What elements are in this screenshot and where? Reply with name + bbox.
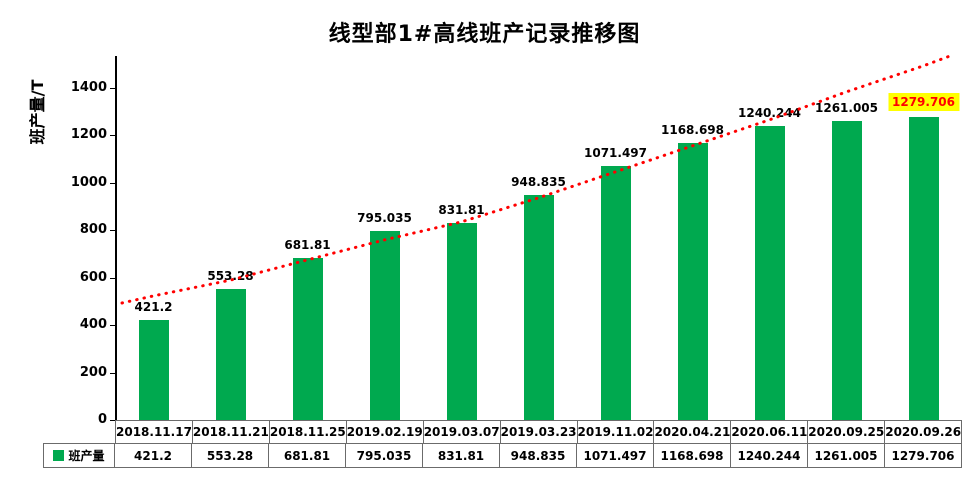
value-cell: 1261.005 <box>807 443 885 468</box>
category-cell: 2018.11.21 <box>191 420 270 444</box>
category-cell: 2019.03.23 <box>499 420 578 444</box>
bar-value-label: 1279.706 <box>887 92 960 111</box>
bar-value-label: 1071.497 <box>583 145 648 160</box>
bar-value-label: 1240.244 <box>737 105 802 120</box>
bar-value-label: 681.81 <box>284 238 331 253</box>
value-cell: 1071.497 <box>576 443 654 468</box>
y-tick-label: 600 <box>79 269 107 285</box>
category-cell: 2020.04.21 <box>653 420 732 444</box>
y-tick-label: 1400 <box>70 80 107 95</box>
y-tick-label: 200 <box>79 364 107 380</box>
bar-value-label: 1261.005 <box>814 100 879 115</box>
data-table-row: 班产量 421.2 553.28 681.81 795.035 831.81 948.835… <box>43 443 962 468</box>
bar <box>831 120 862 420</box>
value-cell: 948.835 <box>499 443 577 468</box>
category-cell: 2020.09.26 <box>884 420 963 444</box>
value-cell: 795.035 <box>345 443 423 468</box>
bar-value-label: 421.2 <box>134 300 173 315</box>
y-tick-label: 400 <box>79 317 107 333</box>
y-axis-line <box>115 56 117 420</box>
bar <box>677 142 708 420</box>
category-cell: 2020.09.25 <box>807 420 886 444</box>
bar <box>908 116 939 420</box>
category-axis-table-row: 2018.11.17 2018.11.21 2018.11.25 2019.02.19… <box>115 420 963 444</box>
y-tick-mark <box>110 135 115 137</box>
bar <box>523 194 554 420</box>
category-cell: 2019.03.07 <box>422 420 501 444</box>
legend-label: 班产量 <box>68 449 105 463</box>
value-cell: 1240.244 <box>730 443 808 468</box>
y-tick-label: 800 <box>79 222 107 238</box>
category-cell: 2018.11.17 <box>115 420 193 444</box>
bar-value-label: 1168.698 <box>660 122 725 137</box>
y-tick-label: 1200 <box>70 127 107 143</box>
bar <box>215 288 246 420</box>
value-cell: 831.81 <box>422 443 500 468</box>
y-tick-mark <box>110 372 115 374</box>
value-cell: 421.2 <box>114 443 192 468</box>
legend-swatch-icon <box>53 450 65 461</box>
bar <box>600 165 631 420</box>
bar <box>446 222 477 420</box>
value-cell: 1168.698 <box>653 443 731 468</box>
y-tick-label: 1000 <box>70 174 107 190</box>
y-tick-mark <box>110 325 115 327</box>
category-cell: 2018.11.25 <box>268 420 347 444</box>
y-axis-title: 班产量/T <box>28 79 47 145</box>
bar-value-label: 553.28 <box>207 268 254 283</box>
y-tick-mark <box>110 230 115 232</box>
y-tick-mark <box>110 420 115 421</box>
bar <box>292 258 323 420</box>
bar <box>754 125 785 420</box>
value-cell: 553.28 <box>191 443 269 468</box>
value-cell: 681.81 <box>268 443 346 468</box>
y-tick-mark <box>110 277 115 279</box>
y-tick-mark <box>110 88 115 89</box>
bar-value-label: 795.035 <box>357 211 412 226</box>
category-cell: 2019.02.19 <box>345 420 424 444</box>
bar-value-label: 948.835 <box>511 174 566 189</box>
legend-cell: 班产量 <box>43 443 115 468</box>
category-cell: 2019.11.02 <box>576 420 655 444</box>
value-cell: 1279.706 <box>884 443 962 468</box>
y-tick-label: 0 <box>97 412 107 427</box>
bar <box>369 231 400 420</box>
chart-title: 线型部1#高线班产记录推移图 <box>328 22 641 47</box>
bar-value-label: 831.81 <box>438 202 485 217</box>
y-tick-mark <box>110 182 115 184</box>
bar <box>138 320 169 420</box>
category-cell: 2020.06.11 <box>730 420 809 444</box>
